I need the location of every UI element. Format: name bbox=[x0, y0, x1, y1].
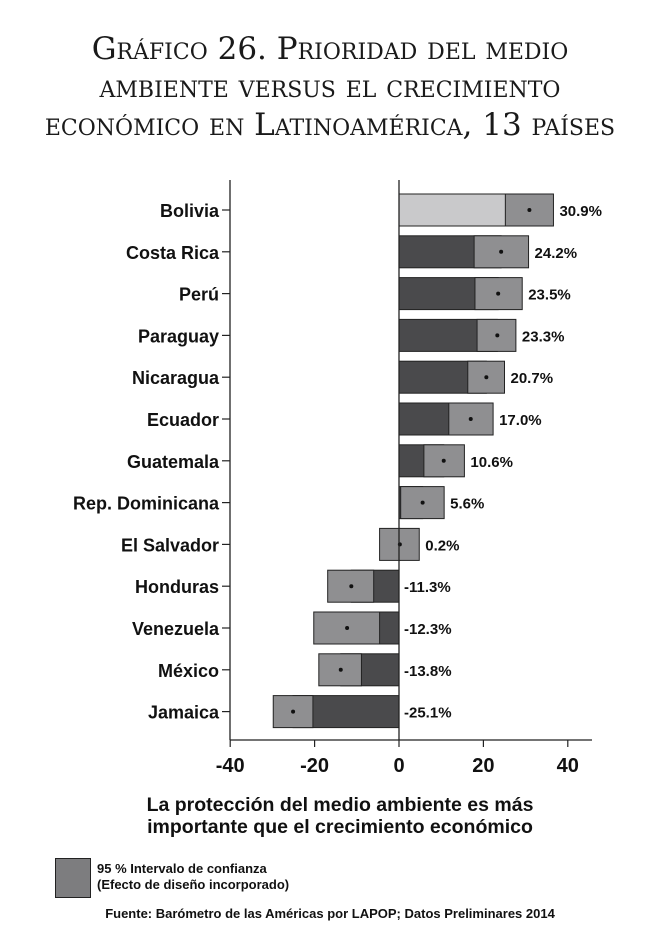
bars-layer bbox=[272, 193, 554, 729]
legend-ci-swatch bbox=[55, 858, 91, 898]
point-estimate-dot bbox=[338, 667, 343, 672]
data-label: -12.3% bbox=[404, 621, 452, 638]
category-label: Venezuela bbox=[132, 619, 220, 639]
point-estimate-dot bbox=[441, 458, 446, 463]
x-tick-label: 20 bbox=[472, 755, 494, 777]
x-axis-label: La protección del medio ambiente es más … bbox=[60, 794, 620, 838]
category-label: Ecuador bbox=[147, 410, 219, 430]
data-label: 5.6% bbox=[450, 496, 484, 513]
category-label: Honduras bbox=[135, 577, 219, 597]
data-label: 23.5% bbox=[528, 287, 571, 304]
chart-title: Gráfico 26. Prioridad del medio ambiente… bbox=[0, 30, 660, 144]
point-estimate-dot bbox=[496, 291, 501, 296]
point-estimate-dot bbox=[484, 375, 489, 380]
title-line-2: ambiente versus el crecimiento bbox=[99, 69, 561, 105]
x-axis-label-line-2: importante que el crecimiento económico bbox=[147, 816, 533, 838]
data-label: -13.8% bbox=[404, 663, 452, 680]
category-label: El Salvador bbox=[121, 535, 219, 555]
axes-layer bbox=[222, 180, 592, 747]
data-label: -25.1% bbox=[404, 705, 452, 722]
x-tick-label: -20 bbox=[300, 755, 329, 777]
labels-layer: Bolivia 30.9% Costa Rica 24.2% Perú 23.5% Para… bbox=[73, 201, 602, 777]
category-label: Guatemala bbox=[127, 452, 220, 472]
legend-line-2: (Efecto de diseño incorporado) bbox=[97, 877, 290, 892]
category-label: Costa Rica bbox=[126, 243, 220, 263]
category-label: Paraguay bbox=[138, 326, 219, 346]
data-label: 17.0% bbox=[499, 412, 542, 429]
data-label: 20.7% bbox=[511, 370, 554, 387]
x-tick-label: 40 bbox=[557, 755, 579, 777]
point-estimate-dot bbox=[495, 333, 500, 338]
category-label: Rep. Dominicana bbox=[73, 494, 220, 514]
data-label: -11.3% bbox=[404, 579, 451, 596]
x-tick-label: 0 bbox=[393, 755, 404, 777]
x-axis-label-line-1: La protección del medio ambiente es más bbox=[146, 794, 534, 816]
data-label: 24.2% bbox=[535, 245, 578, 262]
point-estimate-dot bbox=[291, 709, 296, 714]
point-estimate-dot bbox=[499, 249, 504, 254]
source-note: Fuente: Barómetro de las Américas por LA… bbox=[105, 906, 555, 921]
point-estimate-dot bbox=[527, 208, 532, 212]
category-label: Bolivia bbox=[160, 201, 220, 221]
category-label: Perú bbox=[179, 285, 219, 305]
point-estimate-dot bbox=[468, 417, 473, 421]
data-label: 0.2% bbox=[425, 537, 459, 554]
title-line-3: económico en Latinoamérica, 13 países bbox=[44, 107, 616, 143]
point-estimate-dot bbox=[345, 626, 350, 630]
legend: 95 % Intervalo de confianza (Efecto de d… bbox=[97, 861, 289, 893]
x-tick-label: -40 bbox=[216, 755, 245, 777]
data-label: 30.9% bbox=[559, 203, 602, 220]
category-label: Jamaica bbox=[148, 703, 220, 723]
legend-line-1: 95 % Intervalo de confianza bbox=[97, 861, 267, 876]
category-label: Nicaragua bbox=[132, 368, 220, 388]
data-label: 23.3% bbox=[522, 328, 565, 345]
point-estimate-dot bbox=[420, 500, 425, 505]
title-line-1: Gráfico 26. Prioridad del medio bbox=[91, 31, 569, 67]
data-label: 10.6% bbox=[470, 454, 513, 471]
point-estimate-dot bbox=[349, 584, 354, 589]
category-label: México bbox=[158, 661, 219, 681]
